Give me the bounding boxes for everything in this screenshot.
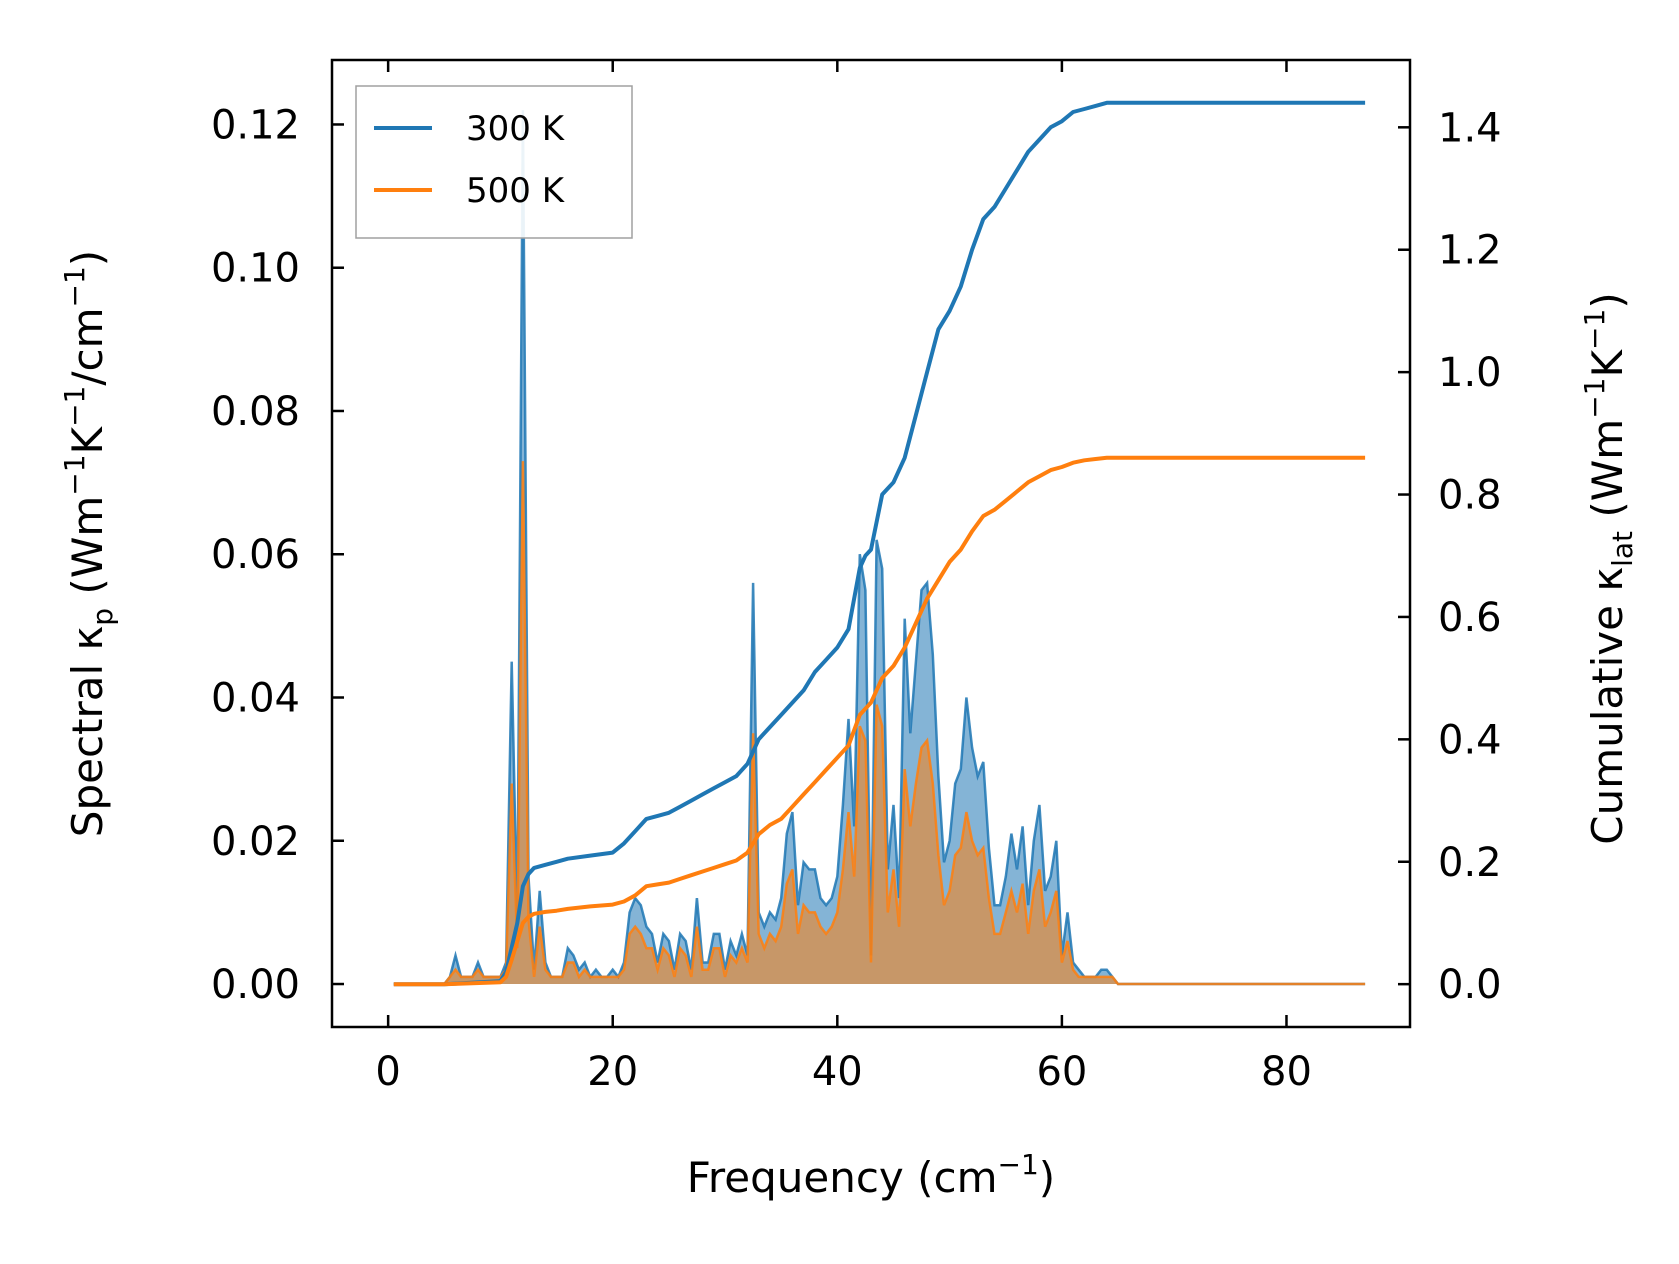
x-tick-label: 20 [587, 1049, 638, 1095]
y-right-tick-label: 0.6 [1438, 595, 1502, 641]
y-left-tick-label: 0.00 [211, 962, 300, 1008]
cumulative-line-300-k [393, 100, 1366, 987]
y-right-tick-label: 0.8 [1438, 473, 1502, 519]
axis-labels: Frequency (cm−1) Spectral κp (Wm−1K−1/cm−… [58, 250, 1639, 1202]
spectral-area-500-k [393, 461, 1366, 985]
y-left-tick-label: 0.10 [211, 246, 300, 292]
plot-frame [330, 58, 1412, 1029]
y-left-tick-label: 0.02 [211, 819, 300, 865]
y-left-tick-label: 0.04 [211, 676, 300, 722]
y-right-tick-label: 1.4 [1438, 105, 1502, 151]
y-left-axis-label: Spectral κp (Wm−1K−1/cm−1) [58, 250, 119, 837]
legend-box [355, 85, 633, 239]
x-tick-label: 80 [1261, 1049, 1312, 1095]
legend: 300 K 500 K [355, 85, 633, 239]
y-left-tick-label: 0.12 [211, 102, 300, 148]
y-left-tick-label: 0.08 [211, 389, 300, 435]
cumulative-layer [393, 100, 1366, 987]
x-tick-label: 0 [375, 1049, 400, 1095]
y-right-axis-label: Cumulative κlat (Wm−1K−1) [1578, 292, 1639, 844]
y-right-tick-label: 0.4 [1438, 717, 1502, 763]
y-right-tick-label: 0.0 [1438, 962, 1502, 1008]
spectral-line-500-k [393, 461, 1366, 986]
y-left-tick-label: 0.06 [211, 532, 300, 578]
x-axis-label: Frequency (cm−1) [687, 1148, 1055, 1202]
y-right-tick-label: 1.2 [1438, 228, 1502, 274]
legend-label: 500 K [466, 171, 566, 211]
cumulative-line-500-k [393, 455, 1366, 987]
y-right-tick-label: 1.0 [1438, 350, 1502, 396]
x-tick-label: 60 [1036, 1049, 1087, 1095]
legend-label: 300 K [466, 109, 566, 149]
spectral-layer [393, 110, 1366, 986]
y-right-tick-label: 0.2 [1438, 840, 1502, 886]
x-tick-label: 40 [812, 1049, 863, 1095]
ticks-layer: 0 20 40 60 80 0.00 0.02 0.04 0.06 0.08 0.10 0.12 0.0… [211, 60, 1502, 1095]
